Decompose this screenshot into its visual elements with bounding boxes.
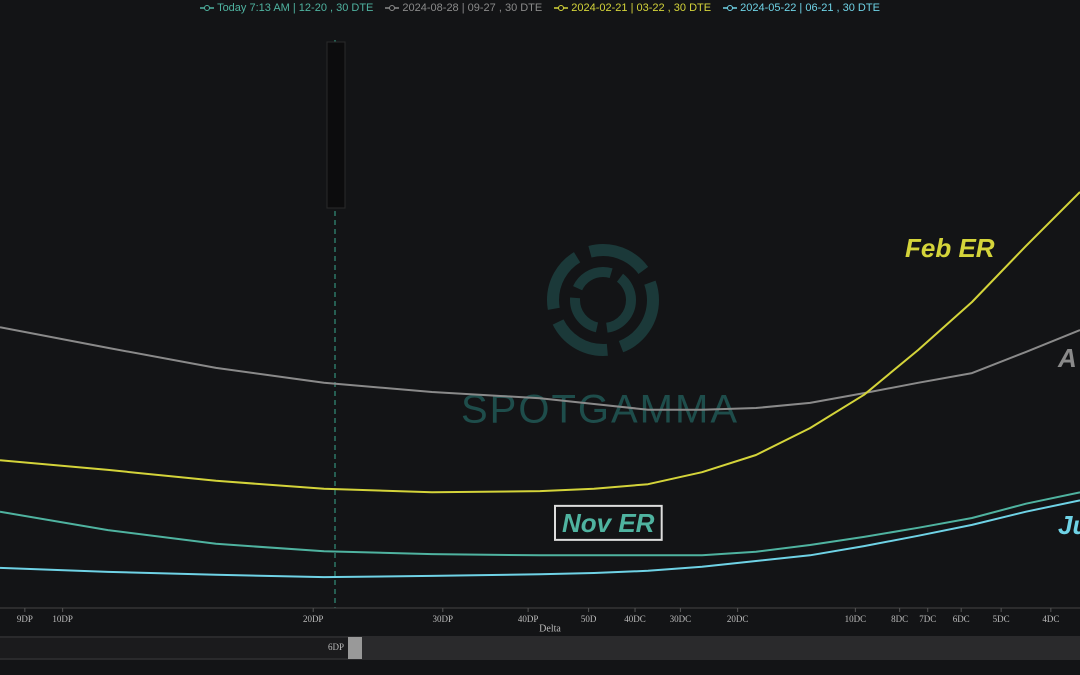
legend-label: Today 7:13 AM | 12-20 , 30 DTE (217, 2, 374, 14)
range-box (326, 41, 346, 209)
series-line (0, 326, 1080, 411)
x-tick-label: 5DC (993, 614, 1010, 624)
legend-marker (554, 5, 569, 11)
x-tick-label: 4DC (1042, 614, 1059, 624)
x-tick-label: 10DP (52, 614, 73, 624)
x-tick-label: 40DC (624, 614, 646, 624)
annotation: A (1057, 343, 1077, 373)
lines (0, 191, 1080, 579)
x-tick-label: 7DC (919, 614, 936, 624)
annotation: Ju (1058, 510, 1080, 540)
x-tick-label: 20DP (303, 614, 324, 624)
legend-label: 2024-05-22 | 06-21 , 30 DTE (740, 2, 880, 14)
x-tick-label: 9DP (17, 614, 33, 624)
legend-marker (385, 5, 400, 11)
x-tick-label: 20DC (727, 614, 749, 624)
legend-label: 2024-08-28 | 09-27 , 30 DTE (402, 2, 543, 14)
x-tick-label: 8DC (891, 614, 908, 624)
legend-label: 2024-02-21 | 03-22 , 30 DTE (571, 2, 712, 14)
legend: Today 7:13 AM | 12-20 , 30 DTE 2024-08-28… (0, 0, 1080, 16)
x-tick-label: 10DC (845, 614, 867, 624)
plot-area (0, 20, 1080, 608)
scrollbar-handle[interactable] (348, 637, 362, 659)
x-tick-label: 6DC (953, 614, 970, 624)
series-line (0, 499, 1080, 579)
scrollbar-label: 6DP (328, 642, 344, 652)
annotation: Feb ER (905, 233, 995, 263)
x-tick-label: 30DC (670, 614, 692, 624)
legend-item[interactable]: Today 7:13 AM | 12-20 , 30 DTE (200, 0, 373, 16)
legend-marker (723, 5, 738, 11)
legend-item[interactable]: 2024-05-22 | 06-21 , 30 DTE (723, 0, 880, 16)
x-tick-label: 40DP (518, 614, 539, 624)
scrollbar-track (0, 638, 348, 658)
annotation: Nov ER (562, 508, 655, 538)
series-line (0, 191, 1080, 494)
legend-marker (200, 5, 215, 11)
legend-item[interactable]: 2024-08-28 | 09-27 , 30 DTE (385, 0, 542, 16)
series-line (0, 491, 1080, 557)
legend-item[interactable]: 2024-02-21 | 03-22 , 30 DTE (554, 0, 711, 16)
x-tick-label: 30DP (433, 614, 454, 624)
x-tick-label: 50D (581, 614, 597, 624)
annotation-box (554, 504, 663, 541)
x-axis-label: Delta (539, 623, 561, 634)
logo (547, 244, 659, 356)
